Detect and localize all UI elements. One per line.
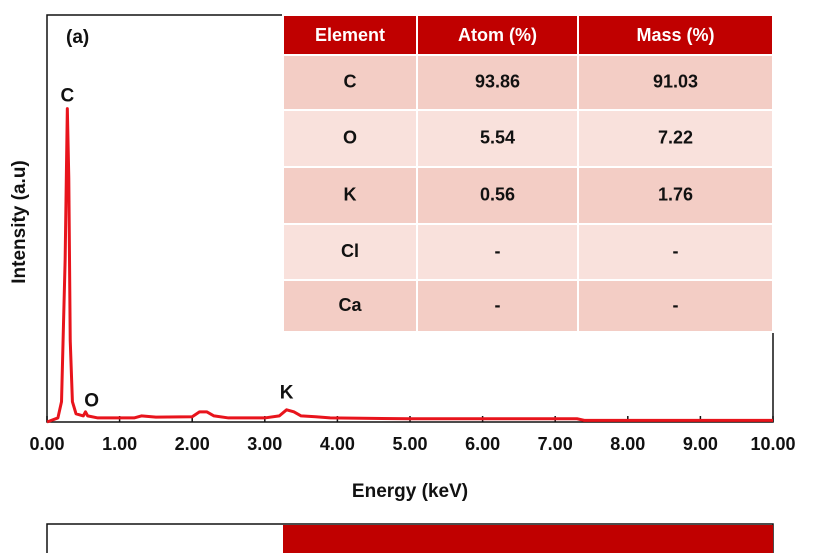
x-tick-label: 5.00 xyxy=(392,434,427,454)
spectrum-line xyxy=(46,107,773,424)
x-tick-label: 6.00 xyxy=(465,434,500,454)
x-tick-label: 2.00 xyxy=(175,434,210,454)
x-tick-label: 8.00 xyxy=(610,434,645,454)
table-cell xyxy=(416,279,579,333)
x-tick-label: 4.00 xyxy=(320,434,355,454)
table-cell xyxy=(577,109,774,168)
table-header: Element xyxy=(315,25,385,45)
table-header-cell xyxy=(282,14,418,56)
table-header: Mass (%) xyxy=(636,25,714,45)
table-value: - xyxy=(673,295,679,315)
table-cell xyxy=(282,279,418,333)
table-header: Atom (%) xyxy=(458,25,537,45)
table-value: C xyxy=(344,71,357,91)
table-cell xyxy=(282,54,418,111)
panel-label: (a) xyxy=(66,27,89,48)
table-value: - xyxy=(673,241,679,261)
x-tick-label: 9.00 xyxy=(683,434,718,454)
table-value: Ca xyxy=(338,295,362,315)
table-cell xyxy=(282,223,418,281)
table-value: K xyxy=(344,184,357,204)
table-value: 5.54 xyxy=(480,127,515,147)
table-value: O xyxy=(343,127,357,147)
table-cell xyxy=(416,166,579,225)
table-header-cell xyxy=(577,14,774,56)
y-axis-label: Intensity (a.u) xyxy=(9,160,30,284)
table-value: 1.76 xyxy=(658,184,693,204)
peak-label: K xyxy=(280,383,294,404)
table-cell xyxy=(416,223,579,281)
table-value: Cl xyxy=(341,241,359,261)
peak-label: O xyxy=(84,391,99,412)
peak-label: C xyxy=(60,85,74,106)
table-value: 0.56 xyxy=(480,184,515,204)
table-cell xyxy=(577,279,774,333)
table-value: - xyxy=(495,241,501,261)
table-value: - xyxy=(495,295,501,315)
x-tick-label: 7.00 xyxy=(538,434,573,454)
table-cell xyxy=(577,166,774,225)
x-tick-label: 10.00 xyxy=(750,434,795,454)
table-cell xyxy=(577,54,774,111)
x-tick-label: 3.00 xyxy=(247,434,282,454)
table-cell xyxy=(416,109,579,168)
table-value: 7.22 xyxy=(658,127,693,147)
x-tick-label: 0.00 xyxy=(29,434,64,454)
x-tick-label: 1.00 xyxy=(102,434,137,454)
table-value: 91.03 xyxy=(653,71,698,91)
table-value: 93.86 xyxy=(475,71,520,91)
next-panel-header xyxy=(283,525,773,553)
x-axis-label: Energy (keV) xyxy=(352,481,468,502)
table-cell xyxy=(416,54,579,111)
